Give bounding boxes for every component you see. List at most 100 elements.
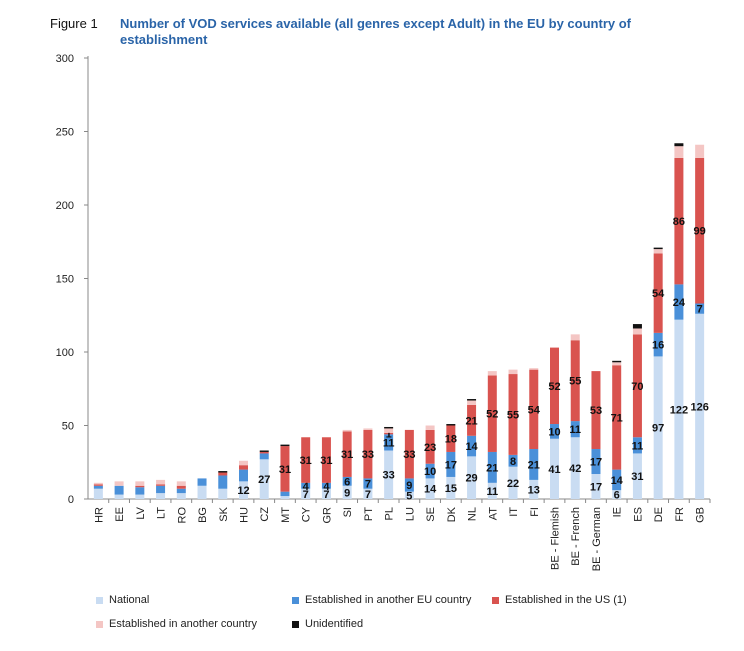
data-label-national: 12	[237, 485, 249, 497]
legend-swatch-other	[96, 620, 103, 628]
bar-segment-national	[321, 488, 331, 499]
data-label-national: 5	[406, 490, 412, 502]
bar-segment-us	[591, 371, 601, 450]
data-label-eu: 7	[365, 479, 371, 491]
category-label: NL	[467, 507, 479, 521]
bar-segment-national	[653, 356, 663, 499]
data-label-us: 54	[528, 404, 541, 416]
data-label-eu: 14	[611, 475, 624, 487]
y-tick-label: 0	[68, 494, 74, 506]
category-label: PT	[363, 507, 375, 521]
data-label-us: 52	[486, 409, 498, 421]
bar-segment-national	[301, 488, 311, 499]
data-label-national: 122	[670, 404, 688, 416]
bar-segment-national	[135, 494, 145, 499]
category-label: SE	[425, 507, 437, 522]
bar-segment-us	[218, 472, 228, 476]
bar-segment-national	[508, 466, 518, 499]
data-label-us: 55	[569, 376, 581, 388]
bar-segment-national	[342, 485, 352, 499]
data-label-us: 70	[631, 381, 643, 393]
bar-segment-unidentified	[612, 360, 622, 363]
bar-segment-other	[487, 371, 497, 376]
bar-segment-eu	[280, 491, 290, 497]
bar-segment-national	[218, 488, 228, 499]
data-label-eu: 4	[303, 481, 310, 493]
data-label-national: 22	[507, 478, 519, 490]
category-label: ES	[632, 507, 644, 522]
data-label-eu: 17	[445, 459, 457, 471]
bar-segment-unidentified	[446, 424, 456, 426]
bar-segment-other	[342, 429, 352, 432]
bar-segment-other	[114, 481, 124, 486]
data-label-eu: 11	[632, 440, 644, 452]
bar-segment-other	[612, 362, 622, 366]
bar-segment-national	[550, 438, 559, 499]
data-label-eu: 24	[673, 297, 686, 309]
legend-swatch-unidentified	[292, 620, 299, 628]
bar-segment-national	[363, 488, 373, 499]
bar-segment-eu	[218, 475, 228, 489]
bar-segment-us	[259, 451, 269, 454]
bar-segment-us	[550, 347, 559, 425]
data-label-national: 7	[323, 489, 329, 501]
bar-segment-eu	[114, 485, 124, 495]
category-label: HU	[239, 507, 251, 523]
bar-segment-unidentified	[259, 450, 269, 452]
bar-segment-us	[239, 465, 248, 470]
data-label-national: 7	[303, 489, 309, 501]
bar-segment-other	[632, 328, 642, 335]
figure-label: Figure 1	[50, 16, 98, 31]
data-label-eu: 11	[383, 437, 395, 449]
data-label-us: 31	[300, 455, 312, 467]
legend-swatch-national	[96, 596, 103, 604]
bar-segment-other	[135, 481, 145, 486]
bar-segment-other	[570, 334, 580, 341]
data-label-national: 33	[383, 470, 395, 482]
bar-segment-national	[674, 319, 684, 499]
data-label-eu: 4	[323, 481, 330, 493]
bar-segment-us	[446, 425, 456, 452]
category-label: FI	[529, 507, 541, 517]
data-label-eu: 16	[652, 340, 664, 352]
data-label-national: 27	[258, 474, 270, 486]
bar-segment-eu	[570, 421, 580, 438]
bar-segment-national	[156, 493, 166, 499]
data-label-us: 33	[362, 449, 374, 461]
bar-segment-national	[591, 474, 601, 499]
bar-segment-us	[176, 485, 186, 489]
bar-segment-other	[176, 481, 186, 486]
data-label-national: 42	[569, 463, 581, 475]
data-label-us: 99	[694, 226, 706, 238]
bar-segment-eu	[695, 303, 705, 314]
bar-segment-eu	[508, 454, 518, 467]
data-label-eu: 8	[510, 456, 516, 468]
y-tick-label: 300	[56, 53, 74, 65]
bar-segment-eu	[591, 449, 601, 475]
legend-item-us: Established in the US (1)	[492, 594, 627, 606]
bar-segment-eu	[301, 482, 311, 489]
category-label: CZ	[259, 507, 271, 522]
data-label-national: 11	[486, 486, 498, 498]
bar-segment-national	[114, 494, 124, 499]
data-label-us: 71	[611, 412, 623, 424]
bar-segment-national	[259, 459, 269, 499]
bar-segment-unidentified	[632, 324, 642, 329]
bar-segment-other	[363, 428, 373, 430]
bar-segment-unidentified	[653, 247, 663, 250]
bar-segment-national	[446, 476, 456, 499]
category-label: HR	[93, 507, 105, 523]
bar-segment-national	[612, 490, 622, 499]
data-label-us: 31	[279, 464, 291, 476]
data-label-us: 31	[341, 449, 353, 461]
bar-segment-us	[467, 404, 477, 436]
bar-segment-other	[239, 460, 248, 466]
bar-segment-other	[93, 482, 103, 485]
category-label: AT	[487, 507, 499, 521]
data-label-us: 18	[445, 434, 457, 446]
bar-segment-us	[93, 484, 103, 486]
data-label-national: 7	[365, 489, 371, 501]
bar-segment-national	[529, 479, 539, 499]
bar-segment-national	[93, 488, 103, 499]
